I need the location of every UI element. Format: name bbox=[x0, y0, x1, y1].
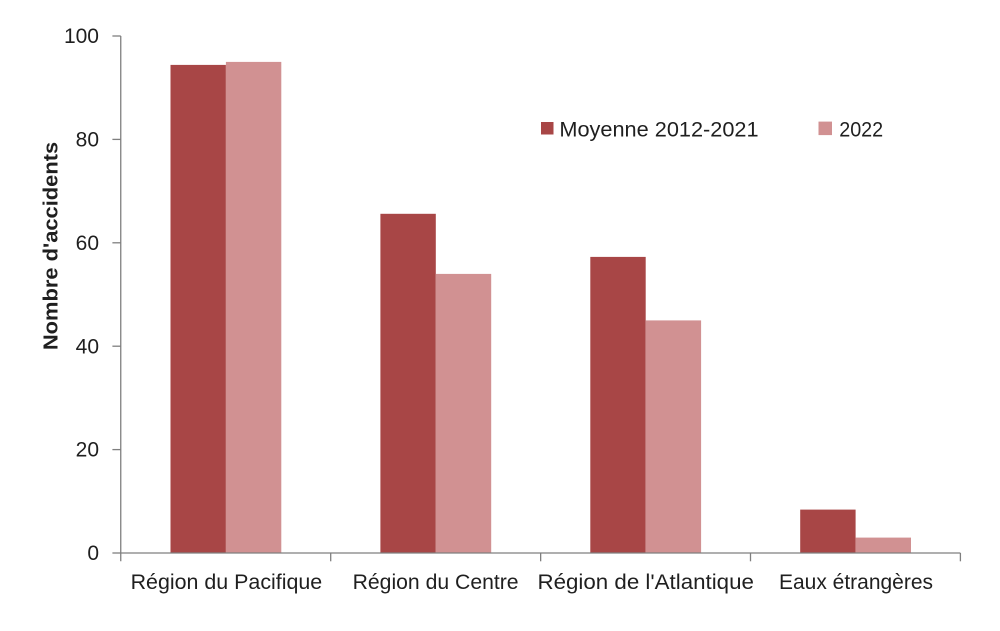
svg-text:Région du Pacifique: Région du Pacifique bbox=[131, 571, 323, 594]
svg-text:80: 80 bbox=[76, 129, 99, 152]
svg-text:Eaux étrangères: Eaux étrangères bbox=[779, 571, 933, 594]
svg-text:100: 100 bbox=[64, 25, 99, 48]
svg-text:0: 0 bbox=[87, 542, 99, 565]
svg-text:2022: 2022 bbox=[839, 118, 883, 141]
svg-text:60: 60 bbox=[76, 232, 99, 255]
svg-text:Région du Centre: Région du Centre bbox=[353, 571, 519, 594]
svg-text:Nombre d'accidents: Nombre d'accidents bbox=[41, 142, 63, 350]
svg-text:Moyenne 2012-2021: Moyenne 2012-2021 bbox=[559, 118, 758, 141]
svg-text:Région de l'Atlantique: Région de l'Atlantique bbox=[538, 571, 754, 594]
svg-text:40: 40 bbox=[76, 335, 99, 358]
svg-text:20: 20 bbox=[76, 439, 99, 462]
